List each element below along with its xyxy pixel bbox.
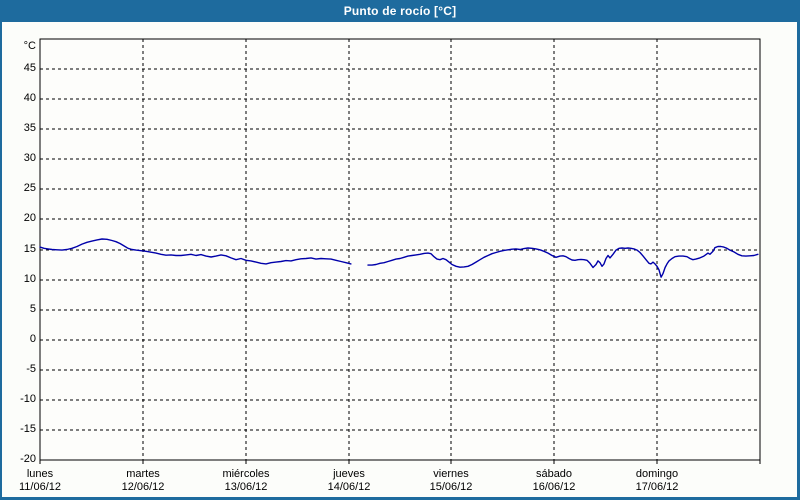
chart-title-bar: Punto de rocío [°C]: [0, 0, 800, 22]
y-tick-label: 40: [23, 92, 36, 104]
y-tick-label: 10: [23, 273, 36, 285]
y-tick-label: 20: [23, 212, 36, 224]
y-tick-label: -10: [20, 393, 36, 405]
x-day-date-label: 14/06/12: [327, 481, 371, 493]
x-day-name-label: lunes: [26, 468, 54, 480]
y-tick-label: 25: [23, 182, 36, 194]
y-tick-label: -20: [20, 453, 36, 465]
x-day-date-label: 12/06/12: [121, 481, 165, 493]
x-day-date-label: 13/06/12: [224, 481, 268, 493]
x-day-date-label: 17/06/12: [635, 481, 679, 493]
y-tick-label: 30: [23, 152, 36, 164]
x-day-name-label: sábado: [535, 468, 573, 480]
x-day-date-label: 15/06/12: [429, 481, 473, 493]
y-tick-label: -15: [20, 423, 36, 435]
chart-title: Punto de rocío [°C]: [343, 4, 457, 18]
x-day-name-label: martes: [126, 468, 160, 480]
y-tick-label: 15: [23, 243, 36, 255]
y-tick-label: 35: [23, 122, 36, 134]
y-axis-unit-label: °C: [23, 40, 36, 52]
y-tick-label: 45: [23, 62, 36, 74]
y-tick-label: -5: [26, 363, 36, 375]
x-day-name-label: jueves: [333, 468, 365, 480]
y-tick-label: 0: [29, 333, 36, 345]
dew-point-line: [39, 238, 759, 278]
x-day-name-label: miércoles: [222, 468, 270, 480]
x-day-name-label: domingo: [635, 468, 679, 480]
y-tick-label: 5: [29, 303, 36, 315]
x-day-name-label: viernes: [433, 468, 469, 480]
x-day-date-label: 16/06/12: [532, 481, 576, 493]
x-day-date-label: 11/06/12: [18, 481, 61, 493]
